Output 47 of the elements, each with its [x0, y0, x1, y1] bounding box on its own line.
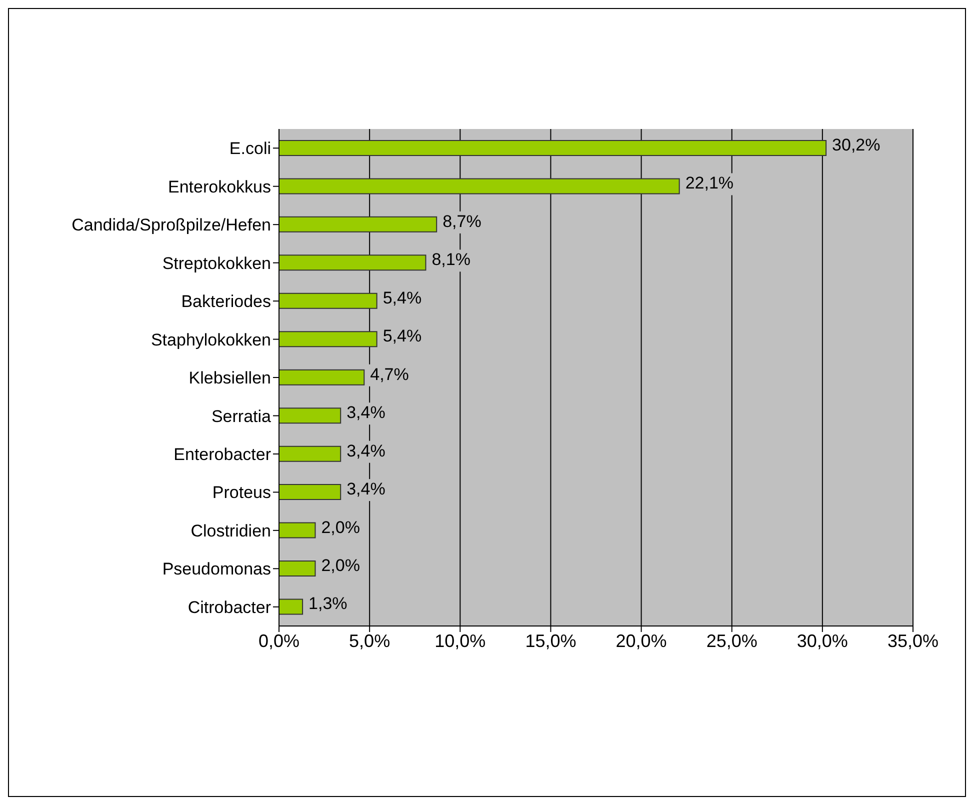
x-tick-label: 5,0%: [349, 630, 390, 651]
data-label: 5,4%: [382, 326, 422, 346]
y-tick-label: E.coli: [229, 139, 271, 158]
x-tick-label: 35,0%: [887, 630, 939, 651]
data-label: 4,7%: [370, 364, 409, 384]
y-tick-label: Staphylokokken: [150, 330, 271, 350]
y-tick-label: Enterokokkus: [168, 177, 271, 196]
x-tick-label: 10,0%: [434, 630, 486, 651]
bar: [279, 598, 304, 615]
y-tick-label: Bakteriodes: [181, 292, 271, 312]
x-tick-label: 25,0%: [706, 630, 758, 651]
x-tick-label: 30,0%: [796, 630, 848, 651]
bar: [279, 522, 316, 538]
data-label: 5,4%: [382, 288, 422, 308]
bar: [279, 292, 378, 309]
y-tick-label: Serratia: [211, 406, 272, 426]
bar: [279, 484, 342, 500]
x-tick-label: 0,0%: [258, 630, 300, 651]
data-label: 3,4%: [346, 480, 386, 499]
bar: [279, 560, 316, 577]
y-tick-label: Enterobacter: [174, 444, 272, 464]
bar: [279, 446, 342, 462]
y-tick-label: Citrobacter: [188, 598, 272, 617]
x-tick-label: 15,0%: [525, 630, 576, 651]
y-tick-label: Klebsiellen: [188, 368, 271, 388]
y-tick-label: Streptokokken: [162, 254, 271, 273]
y-tick-label: Candida/Sproßpilze/Hefen: [72, 216, 271, 235]
y-tick-label: Proteus: [212, 483, 271, 502]
bar: [279, 331, 378, 348]
data-label: 2,0%: [321, 518, 360, 537]
data-label: 8,7%: [442, 212, 482, 231]
data-label: 30,2%: [832, 135, 880, 154]
data-label: 3,4%: [346, 441, 386, 460]
data-label: 2,0%: [321, 556, 360, 575]
y-tick-label: Pseudomonas: [162, 560, 271, 579]
bar: [279, 408, 342, 424]
bar: [279, 254, 426, 271]
bar: [279, 369, 365, 386]
y-tick-label: Clostridien: [190, 521, 271, 540]
data-label: 1,3%: [308, 594, 348, 614]
x-tick-label: 20,0%: [616, 630, 667, 651]
data-label: 8,1%: [432, 250, 470, 270]
bar: [279, 216, 438, 232]
data-label: 22,1%: [685, 174, 734, 193]
bar: [279, 178, 680, 194]
bar: [279, 140, 827, 156]
data-label: 3,4%: [346, 403, 386, 422]
